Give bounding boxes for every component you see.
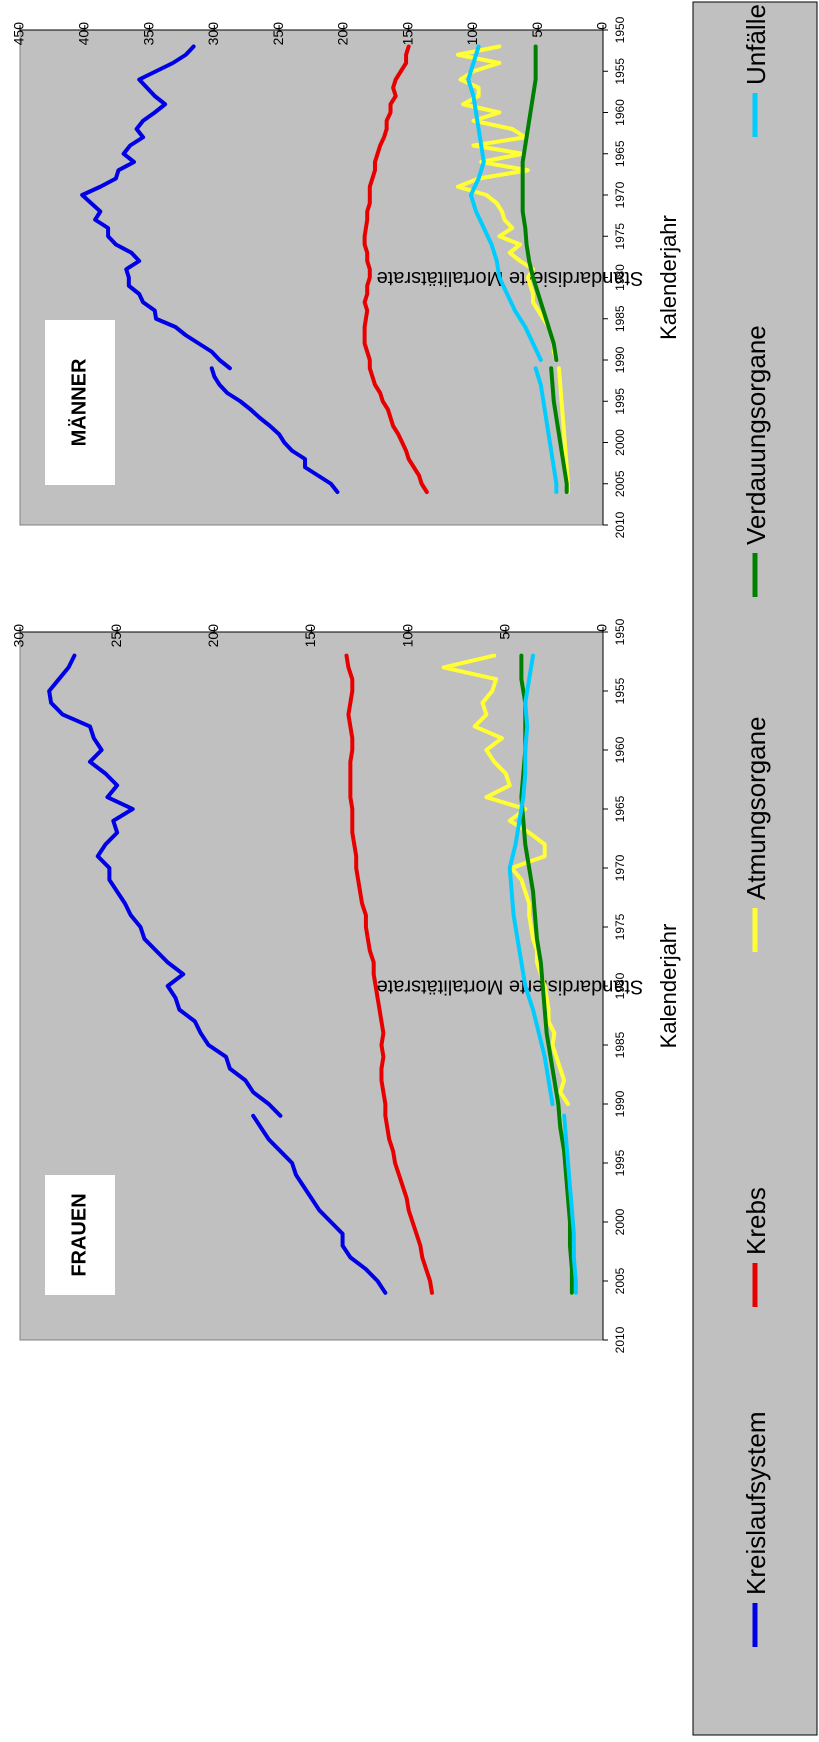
series-line-verdauungsorgane: [549, 366, 569, 494]
y-tick-label: 400: [75, 22, 91, 46]
x-tick-label: 2005: [613, 470, 627, 497]
y-tick-label: 50: [529, 22, 545, 38]
series-line-unfälle: [507, 653, 555, 1106]
y-tick-label: 350: [140, 22, 156, 46]
series-line-kreislaufsystem: [209, 366, 340, 494]
y-tick-label: 250: [108, 624, 124, 648]
legend-label: Kreislaufsystem: [741, 1412, 771, 1596]
y-tick-label: 250: [270, 22, 286, 46]
legend-box: [692, 1, 818, 1736]
y-tick-label: 0: [594, 22, 610, 30]
panel-label: MÄNNER: [67, 358, 90, 446]
legend-label: Atmungsorgane: [741, 716, 771, 900]
x-tick-label: 1965: [613, 140, 627, 167]
x-tick-label: 1975: [613, 223, 627, 250]
x-tick-label: 1995: [613, 388, 627, 415]
x-tick-label: 1995: [613, 1149, 627, 1176]
y-tick-label: 50: [497, 624, 513, 640]
chart-frauen: 0 50 100 150 200 250 300 1950 1955 1960 1965 1970 19…: [11, 618, 681, 1353]
series-line-atmungsorgane: [441, 653, 571, 1106]
series-line-verdauungsorgane: [520, 44, 559, 362]
series-line-unfälle: [533, 366, 559, 494]
x-tick-label: 1955: [613, 677, 627, 704]
y-axis-title: Standardisierte Mortalitätsrate: [377, 267, 644, 289]
x-tick-label: 2010: [613, 1326, 627, 1353]
x-tick-label: 2000: [613, 429, 627, 456]
x-axis-title: Kalenderjahr: [656, 215, 681, 340]
y-tick-label: 0: [594, 624, 610, 632]
x-tick-label: 1980: [613, 264, 627, 291]
y-tick-label: 200: [335, 22, 351, 46]
y-tick-label: 300: [205, 22, 221, 46]
series-line-kreislaufsystem: [47, 653, 283, 1118]
legend-label: Krebs: [741, 1187, 771, 1255]
x-tick-label: 2010: [613, 511, 627, 538]
plot-area: [19, 631, 604, 1341]
panel-label-box: [45, 1175, 115, 1295]
x-tick-label: 2005: [613, 1267, 627, 1294]
x-tick-label: 1960: [613, 736, 627, 763]
x-tick-label: 1980: [613, 972, 627, 999]
x-tick-label: 1975: [613, 913, 627, 940]
legend-label: Verdauungsorgane: [741, 325, 771, 545]
panel-label: FRAUEN: [68, 1193, 90, 1276]
x-tick-label: 1965: [613, 795, 627, 822]
y-tick-label: 100: [399, 624, 415, 648]
x-tick-label: 1960: [613, 99, 627, 126]
series-line-kreislaufsystem: [80, 44, 232, 371]
plot-area: [19, 29, 604, 526]
x-tick-label: 1950: [613, 618, 627, 645]
series-line-unfälle: [562, 1113, 578, 1295]
x-tick-label: 1990: [613, 346, 627, 373]
x-tick-label: 1970: [613, 181, 627, 208]
panel-label-box: [45, 320, 115, 485]
series-line-unfälle: [466, 44, 543, 362]
x-tick-label: 1955: [613, 58, 627, 85]
y-tick-label: 150: [399, 22, 415, 46]
series-line-krebs: [362, 44, 429, 494]
x-axis-title: Kalenderjahr: [656, 924, 681, 1049]
y-tick-label: 450: [11, 22, 27, 46]
x-tick-label: 1950: [613, 16, 627, 43]
y-tick-label: 150: [302, 624, 318, 648]
y-tick-label: 300: [11, 624, 27, 648]
legend: Kreislaufsystem Krebs Atmungsorgane Verdauu…: [692, 1, 818, 1736]
y-axis-title: Standardisierte Mortalitätsrate: [377, 976, 644, 998]
series-line-krebs: [344, 653, 434, 1295]
x-tick-label: 2000: [613, 1208, 627, 1235]
y-tick-label: 200: [205, 624, 221, 648]
x-tick-label: 1985: [613, 1031, 627, 1058]
chart-maenner: 0 50 100 150 200 250 300 350 400 450 1950 1955 1960 1…: [11, 16, 681, 538]
x-tick-label: 1970: [613, 854, 627, 881]
y-tick-label: 100: [464, 22, 480, 46]
series-line-kreislaufsystem: [251, 1113, 388, 1295]
x-tick-label: 1990: [613, 1090, 627, 1117]
legend-label: Unfälle: [741, 4, 771, 85]
x-tick-label: 1985: [613, 305, 627, 332]
